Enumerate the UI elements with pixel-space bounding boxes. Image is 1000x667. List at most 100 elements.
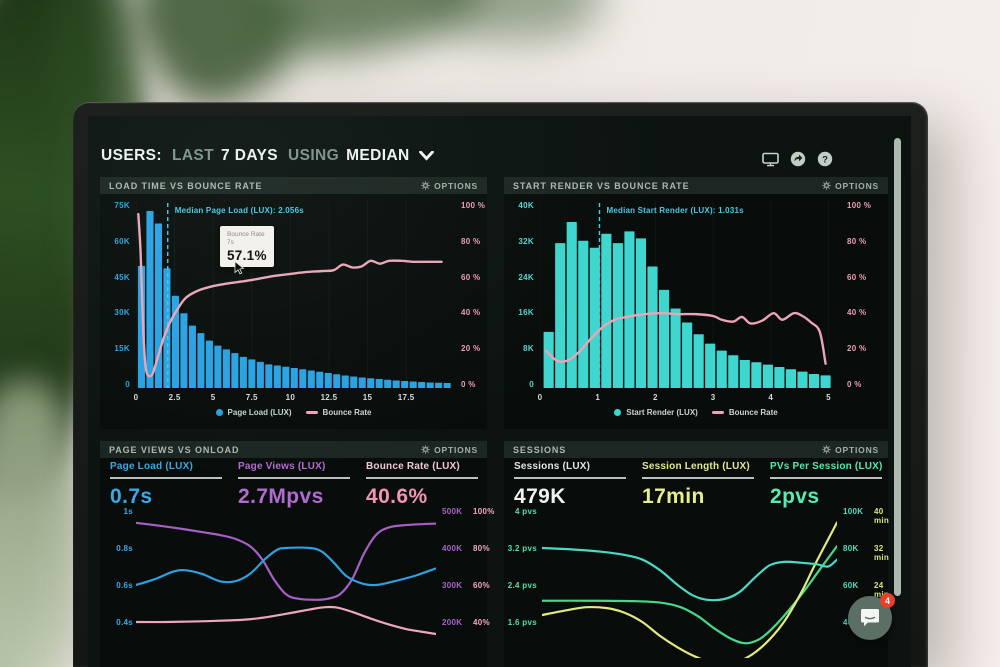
metric-rule bbox=[770, 477, 882, 479]
combo-chart bbox=[135, 201, 454, 393]
options-button[interactable]: OPTIONS bbox=[421, 445, 478, 455]
axis-tick-label: 10 bbox=[285, 393, 296, 402]
bar bbox=[647, 266, 658, 388]
metric-rule bbox=[642, 477, 754, 479]
bar bbox=[350, 376, 358, 388]
bar bbox=[324, 373, 332, 388]
panel-header: START RENDER VS BOUNCE RATE OPTIONS bbox=[504, 177, 888, 194]
line-chart bbox=[134, 506, 438, 663]
bar bbox=[358, 377, 366, 388]
axis-tick-label: 0.4s bbox=[116, 618, 133, 627]
bar bbox=[601, 233, 612, 388]
axis-tick-label: 60 % bbox=[847, 272, 867, 282]
legend-label: Page Load (LUX) bbox=[227, 408, 292, 417]
metric-label: Bounce Rate (LUX) bbox=[366, 461, 460, 472]
bar bbox=[705, 343, 716, 388]
axis-tick-label: 0 bbox=[125, 380, 130, 389]
axis-tick-label: 20 % bbox=[461, 344, 481, 354]
axis-tick-label: 8K bbox=[523, 344, 534, 354]
axis-tick-label: 30K bbox=[114, 308, 130, 318]
laptop-screen: USERS: LAST 7 DAYS USING MEDIAN ? LOAD T… bbox=[88, 116, 911, 667]
options-button[interactable]: OPTIONS bbox=[822, 445, 879, 455]
title-median: MEDIAN bbox=[346, 147, 410, 164]
bar bbox=[256, 361, 264, 388]
axis-tick-label: 60 % bbox=[461, 272, 481, 282]
metric-session-length: Session Length (LUX) 17min bbox=[642, 461, 770, 509]
title-last: LAST bbox=[171, 147, 215, 164]
axis-tick-label: 15 bbox=[362, 393, 373, 402]
bar bbox=[367, 378, 375, 388]
axis-tick-label: 0 % bbox=[461, 380, 476, 389]
axis-tick-label: 80 % bbox=[847, 236, 867, 246]
bar bbox=[146, 210, 154, 388]
axis-tick-label: 40% bbox=[473, 618, 490, 627]
header-icons: ? bbox=[762, 151, 833, 167]
axis-tick-label: 1.6 pvs bbox=[507, 618, 537, 627]
bar bbox=[774, 366, 785, 388]
axis-tick-label: 17.5 bbox=[397, 393, 415, 402]
axis-tick-label: 32K bbox=[518, 236, 534, 246]
axis-tick-label: 400K bbox=[442, 544, 463, 553]
bar bbox=[820, 375, 831, 388]
combo-chart bbox=[539, 201, 840, 393]
gear-icon bbox=[421, 445, 430, 454]
line-chart bbox=[540, 506, 839, 666]
metric-sessions: Sessions (LUX) 479K bbox=[514, 461, 642, 509]
axis-tick-label: 45K bbox=[114, 272, 130, 282]
series-line bbox=[540, 546, 839, 602]
metric-label: Sessions (LUX) bbox=[514, 461, 591, 472]
bar bbox=[739, 359, 750, 388]
legend-dot bbox=[614, 409, 622, 416]
bar bbox=[248, 359, 256, 388]
bar bbox=[341, 375, 349, 388]
options-button[interactable]: OPTIONS bbox=[822, 181, 879, 191]
share-icon[interactable] bbox=[790, 151, 806, 167]
legend-label: Bounce Rate bbox=[322, 408, 372, 417]
axis-tick-label: 40 % bbox=[847, 308, 867, 318]
svg-text:?: ? bbox=[822, 154, 828, 165]
chevron-down-icon[interactable] bbox=[418, 151, 434, 161]
panel-sessions: SESSIONS OPTIONS Sessions (LUX) 479K Ses… bbox=[504, 441, 889, 667]
plant-leaf bbox=[0, 380, 80, 667]
bar bbox=[566, 222, 577, 388]
dashboard-title-dropdown[interactable]: USERS: LAST 7 DAYS USING MEDIAN bbox=[101, 147, 434, 165]
display-icon[interactable] bbox=[762, 152, 779, 167]
axis-tick-label: 40K bbox=[518, 201, 534, 210]
metric-value: 0.7s bbox=[110, 485, 153, 508]
axis-tick-label: 100K bbox=[843, 507, 864, 516]
chat-widget-button[interactable]: 4 bbox=[848, 593, 895, 640]
axis-tick-label: 0 bbox=[537, 393, 543, 402]
bar bbox=[670, 308, 681, 388]
bar bbox=[231, 353, 239, 388]
title-using: USING bbox=[288, 147, 340, 164]
axis-tick-label: 60% bbox=[473, 581, 490, 590]
bar bbox=[375, 379, 383, 388]
bar bbox=[589, 247, 600, 388]
bar bbox=[716, 350, 727, 388]
gear-icon bbox=[822, 445, 831, 454]
bar bbox=[435, 382, 443, 388]
tooltip-title: Bounce Rate bbox=[227, 231, 265, 238]
metric-label: Page Load (LUX) bbox=[110, 461, 194, 472]
metrics-row: Sessions (LUX) 479K Session Length (LUX)… bbox=[514, 461, 898, 509]
metric-page-load: Page Load (LUX) 0.7s bbox=[110, 461, 238, 509]
metric-value: 17min bbox=[642, 485, 705, 508]
axis-tick-label: 100 % bbox=[461, 201, 486, 210]
axis-tick-label: 3 bbox=[710, 393, 716, 402]
axis-tick-label: 100% bbox=[473, 507, 495, 516]
axis-tick-label: 2.4 pvs bbox=[507, 581, 537, 590]
bar bbox=[239, 356, 247, 388]
options-label: OPTIONS bbox=[835, 444, 879, 455]
bar bbox=[751, 362, 762, 388]
chart-svg bbox=[134, 521, 438, 636]
scrollbar[interactable] bbox=[894, 138, 901, 596]
help-icon[interactable]: ? bbox=[817, 151, 833, 167]
series-line bbox=[134, 521, 438, 601]
panel-page-views-vs-onload: PAGE VIEWS VS ONLOAD OPTIONS Page Load (… bbox=[100, 441, 494, 667]
panel-start-render-vs-bounce-rate: START RENDER VS BOUNCE RATE OPTIONS 40K 3… bbox=[504, 177, 888, 429]
options-button[interactable]: OPTIONS bbox=[421, 181, 478, 191]
bar bbox=[543, 331, 554, 388]
metric-rule bbox=[238, 477, 350, 479]
bar bbox=[205, 340, 213, 388]
